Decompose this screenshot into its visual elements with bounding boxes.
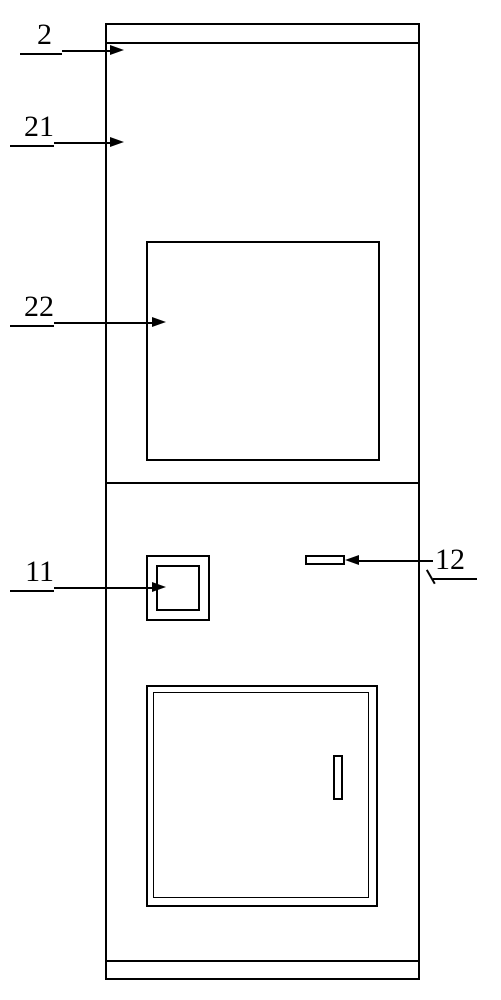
callout-22-leader (54, 322, 154, 324)
callout-22-label: 22 (10, 290, 54, 324)
callout-21-underline (10, 145, 54, 147)
callout-11-underline (10, 590, 54, 592)
callout-21-label: 21 (10, 110, 54, 144)
cabinet-top-trim-line (107, 42, 418, 44)
callout-11-label: 11 (10, 555, 54, 589)
slot-12 (305, 555, 345, 565)
cabinet-bottom-trim-line (107, 960, 418, 962)
callout-22-underline (10, 325, 54, 327)
callout-11-arrow (152, 582, 166, 592)
callout-2-label: 2 (22, 18, 52, 52)
screen-panel (146, 241, 380, 461)
cabinet-midline (107, 482, 418, 484)
callout-12-leader (357, 560, 433, 562)
callout-12-arrow (345, 555, 359, 565)
callout-22-arrow (152, 317, 166, 327)
callout-2-underline (20, 53, 62, 55)
callout-12-label: 12 (435, 543, 479, 577)
callout-21-leader (54, 142, 112, 144)
callout-11-leader (54, 587, 154, 589)
callout-12-underline (433, 578, 477, 580)
callout-2-arrow (110, 45, 124, 55)
lower-door-handle (333, 755, 343, 800)
callout-21-arrow (110, 137, 124, 147)
callout-2-leader (62, 50, 112, 52)
